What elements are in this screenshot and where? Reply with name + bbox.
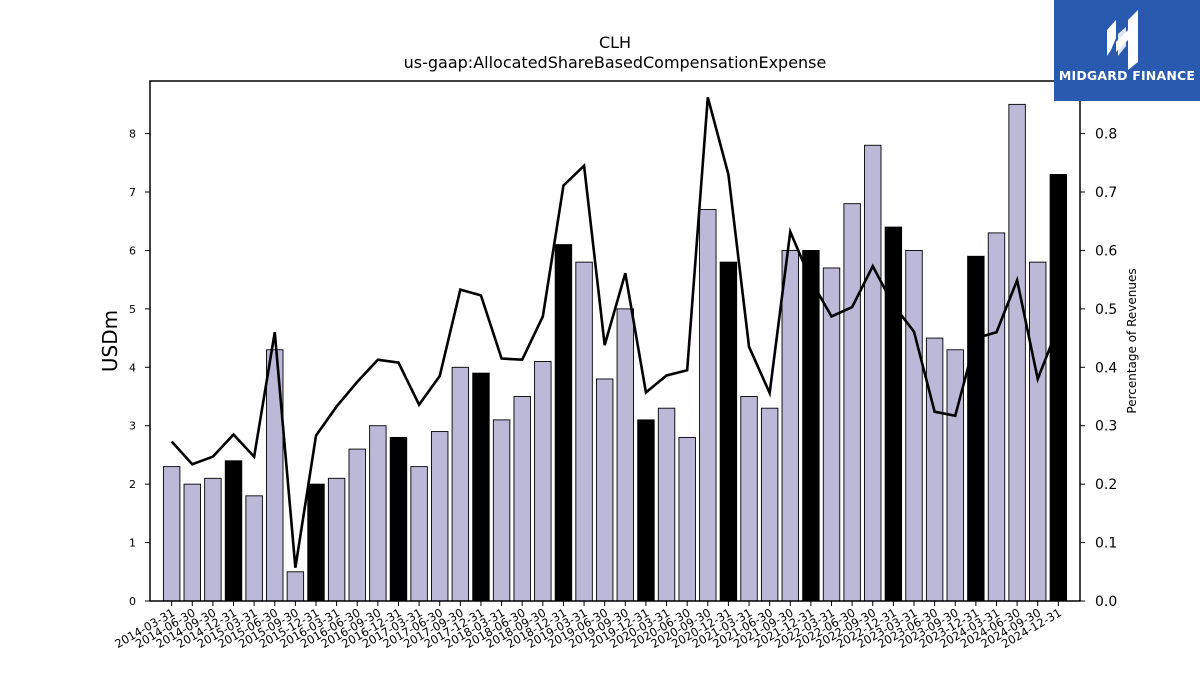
y-axis-label-left: USDm [98, 310, 122, 372]
bar [451, 366, 470, 602]
bar [781, 249, 799, 602]
bar [946, 349, 964, 602]
bar [224, 460, 243, 602]
bar [637, 419, 655, 602]
bar [1049, 174, 1068, 602]
bar [286, 571, 305, 602]
y-tick-label: 7 [129, 186, 136, 199]
chart-title: CLH [599, 33, 631, 52]
bar [802, 249, 820, 602]
y-tick-label: 2 [129, 478, 136, 491]
bar [1029, 261, 1047, 602]
bar [492, 419, 511, 602]
axes: 0123456780.00.10.20.30.40.50.60.70.82014… [112, 80, 1117, 651]
bar [513, 396, 531, 602]
bar [884, 226, 903, 602]
y2-tick-label: 0.4 [1095, 360, 1117, 376]
y-tick-label: 0 [129, 595, 136, 608]
bar [554, 244, 573, 602]
brand-name: MIDGARD FINANCE [1058, 68, 1196, 83]
y-axis-label-right: Percentage of Revenues [1125, 268, 1139, 413]
bar [162, 466, 181, 602]
y2-tick-label: 0.5 [1095, 302, 1117, 318]
bar [699, 209, 717, 602]
bar [410, 466, 428, 602]
y-tick-label: 6 [129, 244, 136, 257]
bar [987, 232, 1006, 602]
bar [864, 144, 882, 602]
y2-tick-label: 0.2 [1095, 477, 1117, 493]
y2-tick-label: 0.0 [1095, 594, 1117, 610]
bar [1008, 103, 1026, 602]
bar [967, 255, 985, 602]
bar [616, 308, 635, 602]
y2-tick-label: 0.8 [1095, 127, 1117, 143]
bar [307, 483, 325, 602]
bar [822, 267, 841, 602]
y-tick-label: 1 [129, 537, 136, 550]
y-tick-label: 4 [129, 361, 136, 374]
bar [204, 477, 222, 602]
plot-frame [149, 80, 1081, 602]
bar [389, 436, 408, 602]
y2-tick-label: 0.3 [1095, 419, 1117, 435]
bar [348, 448, 366, 602]
bar [740, 396, 758, 602]
bar [925, 337, 944, 602]
y2-tick-label: 0.6 [1095, 243, 1117, 259]
bar [534, 360, 552, 602]
bar [575, 261, 593, 602]
bar [719, 261, 738, 602]
brand-logo: MIDGARD FINANCE [1054, 0, 1200, 101]
bar-series [162, 103, 1068, 602]
line-series [170, 97, 1060, 568]
brand-mark-icon [1107, 10, 1138, 70]
bar [472, 372, 490, 602]
percentage-line [170, 97, 1060, 568]
y-tick-label: 3 [129, 420, 136, 433]
y2-tick-label: 0.7 [1095, 185, 1117, 201]
chart-subtitle: us-gaap:AllocatedShareBasedCompensationE… [404, 53, 827, 72]
bar [245, 495, 263, 602]
bar [431, 431, 449, 602]
bar [760, 407, 779, 602]
bar [369, 425, 387, 602]
bar [595, 378, 614, 602]
bar [843, 203, 861, 602]
y-tick-label: 5 [129, 303, 136, 316]
y2-tick-label: 0.1 [1095, 536, 1117, 552]
y-tick-label: 8 [129, 128, 136, 141]
bar [183, 483, 201, 602]
bar [657, 407, 676, 602]
bar [327, 477, 346, 602]
bar [905, 249, 923, 602]
bar [678, 436, 696, 602]
